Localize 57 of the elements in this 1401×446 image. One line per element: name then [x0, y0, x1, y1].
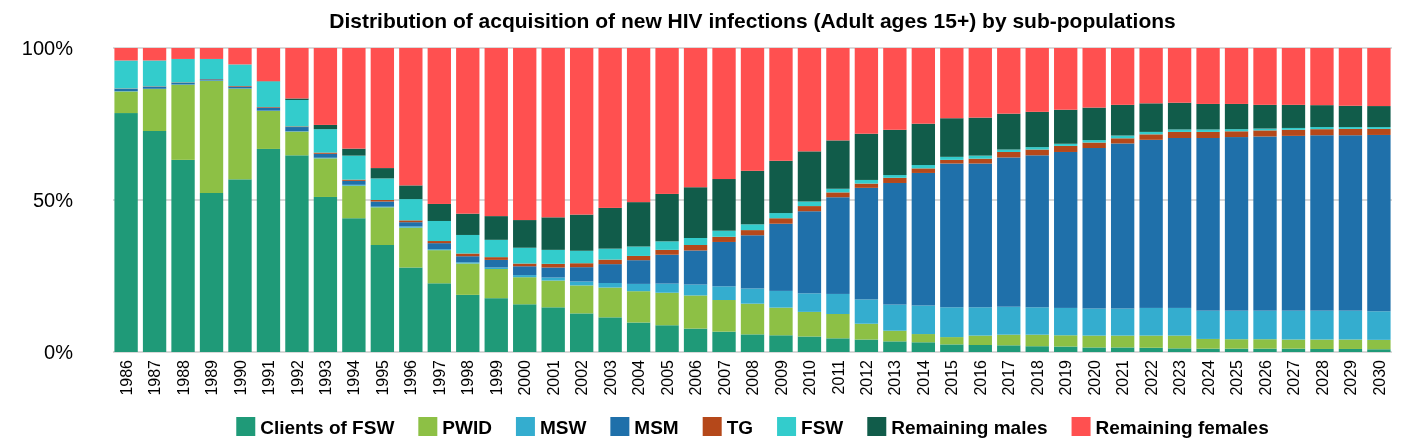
legend-label: MSM [634, 417, 679, 438]
x-tick-label: 2007 [715, 359, 733, 396]
x-tick-label: 1997 [430, 359, 448, 396]
x-tick-label: 2008 [744, 359, 762, 396]
x-tick-label: 2020 [1085, 359, 1103, 396]
x-tick-label: 1994 [345, 359, 363, 396]
x-tick-label: 2022 [1142, 359, 1160, 396]
x-tick-label: 1988 [174, 359, 192, 396]
x-tick-label: 1992 [288, 359, 306, 396]
x-tick-label: 2003 [601, 359, 619, 396]
x-tick-label: 2024 [1199, 359, 1217, 396]
x-tick-label: 2005 [658, 359, 676, 396]
legend-label: Remaining females [1095, 417, 1269, 438]
x-tick-label: 2010 [801, 359, 819, 396]
y-tick-label: 100% [21, 37, 74, 59]
x-tick-label: 2028 [1313, 359, 1331, 396]
x-tick-label: 1999 [487, 359, 505, 396]
x-tick-label: 2004 [630, 359, 648, 396]
x-tick-label: 2015 [943, 359, 961, 396]
chart-title: Distribution of acquisition of new HIV infections (Adult ages 15+) by sub-populations [329, 9, 1176, 32]
x-tick-label: 2002 [573, 359, 591, 396]
x-tick-label: 2027 [1285, 359, 1303, 396]
x-tick-label: 1989 [203, 359, 221, 396]
legend-label: TG [726, 417, 754, 438]
x-tick-label: 2017 [1000, 359, 1018, 396]
x-tick-label: 2023 [1171, 359, 1189, 396]
y-tick-label: 0% [44, 341, 74, 363]
x-tick-label: 2021 [1114, 359, 1132, 396]
x-tick-label: 1991 [260, 359, 278, 396]
x-tick-label: 2006 [687, 359, 705, 396]
x-tick-label: 2029 [1342, 359, 1360, 396]
x-tick-label: 2025 [1228, 359, 1246, 396]
legend-label: PWID [442, 417, 492, 438]
x-tick-label: 1986 [117, 359, 135, 396]
x-tick-label: 1993 [317, 359, 335, 396]
x-tick-label: 1987 [146, 359, 164, 396]
x-tick-label: 2013 [886, 359, 904, 396]
x-tick-label: 2019 [1057, 359, 1075, 396]
legend-label: FSW [801, 417, 844, 438]
x-tick-label: 2018 [1028, 359, 1046, 396]
x-tick-label: 1990 [231, 359, 249, 396]
x-tick-label: 1998 [459, 359, 477, 396]
x-tick-label: 1996 [402, 359, 420, 396]
x-tick-label: 2001 [544, 359, 562, 396]
y-tick-label: 50% [32, 189, 74, 211]
legend-label: Remaining males [891, 417, 1048, 438]
legend-label: Clients of FSW [260, 417, 395, 438]
x-tick-label: 2014 [914, 359, 932, 396]
x-tick-label: 2012 [857, 359, 875, 396]
x-tick-label: 2009 [772, 359, 790, 396]
x-tick-label: 2026 [1256, 359, 1274, 396]
x-tick-label: 1995 [373, 359, 391, 396]
x-tick-label: 2030 [1370, 359, 1388, 396]
x-tick-label: 2011 [829, 359, 847, 395]
x-tick-label: 2016 [971, 359, 989, 396]
x-tick-label: 2000 [516, 359, 534, 396]
legend-label: MSW [539, 417, 587, 438]
